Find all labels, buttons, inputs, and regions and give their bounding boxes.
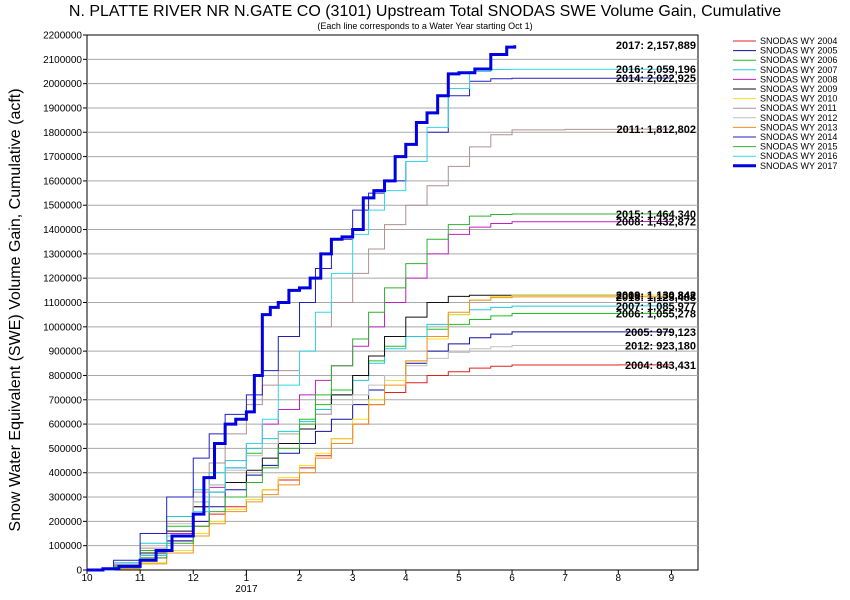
chart-subtitle: (Each line corresponds to a Water Year s… bbox=[317, 21, 532, 31]
series-end-label: 2008: 1,432,872 bbox=[616, 217, 696, 229]
y-tick-label: 2200000 bbox=[43, 31, 82, 42]
y-tick-label: 2000000 bbox=[43, 79, 82, 90]
legend-entry: SNODAS WY 2005 bbox=[760, 46, 837, 56]
legend-entry: SNODAS WY 2017 bbox=[760, 161, 837, 171]
chart-title: N. PLATTE RIVER NR N.GATE CO (3101) Upst… bbox=[69, 3, 781, 20]
legend-entry: SNODAS WY 2009 bbox=[760, 84, 837, 94]
y-axis-label: Snow Water Equivalent (SWE) Volume Gain,… bbox=[7, 88, 24, 531]
x-tick-label: 7 bbox=[562, 573, 568, 584]
series-end-label: 2017: 2,157,889 bbox=[616, 40, 696, 52]
series-line-13 bbox=[87, 45, 517, 572]
y-tick-label: 700000 bbox=[49, 395, 83, 406]
x-tick-label: 5 bbox=[456, 573, 462, 584]
x-axis-ticks: 10 11 12 1 2 3 4 5 6 7 8 9 bbox=[81, 570, 675, 584]
x-tick-label: 3 bbox=[350, 573, 356, 584]
y-tick-label: 1900000 bbox=[43, 103, 82, 114]
x-tick-label: 11 bbox=[135, 573, 146, 584]
series-end-label: 2007: 1,085,977 bbox=[616, 301, 696, 313]
y-tick-label: 1700000 bbox=[43, 152, 82, 163]
y-tick-label: 1300000 bbox=[43, 249, 82, 260]
legend-entry: SNODAS WY 2013 bbox=[760, 122, 837, 132]
legend-entry: SNODAS WY 2012 bbox=[760, 113, 837, 123]
series-end-label: 2011: 1,812,802 bbox=[616, 124, 696, 136]
legend-entry: SNODAS WY 2008 bbox=[760, 74, 837, 84]
y-tick-label: 1200000 bbox=[43, 274, 82, 285]
series-end-label: 2014: 2,022,925 bbox=[616, 73, 696, 85]
x-tick-label: 12 bbox=[188, 573, 200, 584]
series-end-label: 2012: 923,180 bbox=[625, 340, 696, 352]
x-axis-year-label: 2017 bbox=[235, 584, 258, 595]
x-tick-label: 10 bbox=[81, 573, 93, 584]
x-tick-label: 4 bbox=[403, 573, 409, 584]
y-tick-label: 100000 bbox=[49, 541, 83, 552]
y-axis-ticks: 0 100000 200000 300000 400000 500000 600000 700… bbox=[43, 31, 87, 577]
legend-entry: SNODAS WY 2015 bbox=[760, 142, 837, 152]
x-tick-label: 1 bbox=[244, 573, 250, 584]
x-tick-label: 2 bbox=[297, 573, 303, 584]
grid bbox=[87, 58, 698, 547]
legend-entry: SNODAS WY 2014 bbox=[760, 132, 837, 142]
y-tick-label: 600000 bbox=[49, 420, 83, 431]
y-tick-label: 1500000 bbox=[43, 201, 82, 212]
y-tick-label: 1000000 bbox=[43, 322, 82, 333]
x-tick-label: 6 bbox=[509, 573, 515, 584]
x-tick-label: 8 bbox=[616, 573, 622, 584]
series-end-label: 2005: 979,123 bbox=[625, 327, 696, 339]
series-lines bbox=[87, 45, 672, 572]
series-end-label: 2013: 1,123,488 bbox=[616, 292, 696, 304]
x-tick-label: 9 bbox=[669, 573, 675, 584]
series-end-label: 2010: 1,130,842 bbox=[616, 290, 696, 302]
legend-entry: SNODAS WY 2004 bbox=[760, 36, 837, 46]
y-tick-label: 300000 bbox=[49, 493, 83, 504]
series-end-label: 2006: 1,055,278 bbox=[616, 308, 696, 320]
series-end-label: 2015: 1,464,340 bbox=[616, 209, 696, 221]
y-tick-label: 1100000 bbox=[44, 298, 83, 309]
legend-entry: SNODAS WY 2016 bbox=[760, 151, 837, 161]
series-end-label: 2016: 2,059,196 bbox=[616, 64, 696, 76]
series-line-8 bbox=[87, 344, 672, 571]
y-tick-label: 1600000 bbox=[43, 176, 82, 187]
legend-entry: SNODAS WY 2010 bbox=[760, 94, 837, 104]
series-end-label: 2009: 1,130,842 bbox=[616, 290, 696, 302]
legend-entry: SNODAS WY 2011 bbox=[760, 103, 837, 113]
y-tick-label: 2100000 bbox=[43, 55, 82, 66]
y-tick-label: 0 bbox=[76, 566, 82, 577]
series-end-label: 2004: 843,431 bbox=[625, 360, 696, 372]
y-tick-label: 200000 bbox=[49, 517, 83, 528]
legend-entry: SNODAS WY 2006 bbox=[760, 55, 837, 65]
y-tick-label: 800000 bbox=[49, 371, 83, 382]
y-tick-label: 500000 bbox=[49, 444, 83, 455]
y-tick-label: 1400000 bbox=[43, 225, 82, 236]
series-line-10 bbox=[87, 77, 672, 571]
y-tick-label: 400000 bbox=[49, 468, 83, 479]
series-end-labels: 2004: 843,431 2005: 979,123 2006: 1,055,27… bbox=[616, 40, 696, 372]
y-tick-label: 900000 bbox=[49, 347, 83, 358]
legend-entry: SNODAS WY 2007 bbox=[760, 65, 837, 75]
y-tick-label: 1800000 bbox=[43, 128, 82, 139]
